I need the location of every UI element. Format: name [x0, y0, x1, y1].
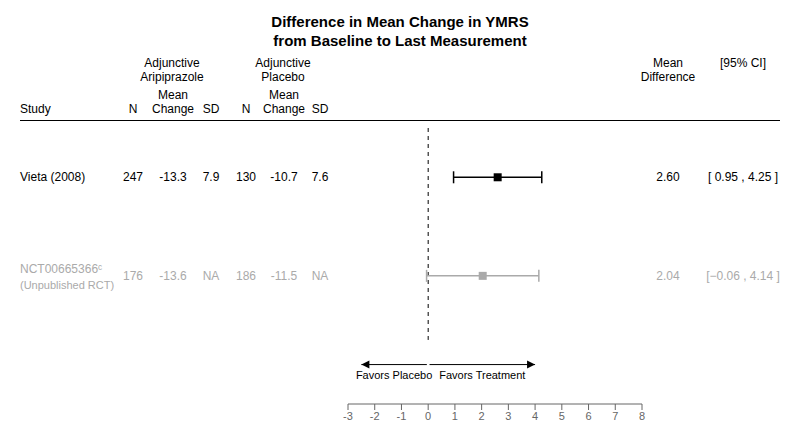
svg-text:6: 6: [585, 410, 591, 422]
svg-text:[−0.06 , 4.14 ]: [−0.06 , 4.14 ]: [706, 269, 780, 283]
svg-text:7.6: 7.6: [312, 170, 329, 184]
svg-text:-1: -1: [397, 410, 407, 422]
html-text:Difference in Mean Change in Y: Difference in Mean Change in YMRS: [271, 13, 529, 30]
svg-text:7: 7: [612, 410, 618, 422]
html-text:[95% CI]: [95% CI]: [720, 56, 766, 70]
html-text:Mean Change: Mean Change: [152, 88, 194, 116]
svg-text:NA: NA: [312, 269, 329, 283]
svg-text:(Unpublished RCT): (Unpublished RCT): [20, 279, 114, 291]
svg-text:Vieta (2008): Vieta (2008): [20, 170, 85, 184]
svg-text:130: 130: [236, 170, 256, 184]
svg-text:186: 186: [236, 269, 256, 283]
svg-text:NCT00665366ᶜ: NCT00665366ᶜ: [20, 262, 102, 276]
html-text:Study: Study: [20, 102, 51, 116]
svg-text:2.04: 2.04: [656, 269, 680, 283]
html-text:SD: SD: [311, 102, 329, 116]
svg-text:2.60: 2.60: [656, 170, 680, 184]
svg-text:4: 4: [532, 410, 538, 422]
html-text:Adjunctive Placebo: Adjunctive Placebo: [255, 56, 311, 84]
html-text:SD: SD: [202, 102, 220, 116]
svg-text:7.9: 7.9: [203, 170, 220, 184]
svg-text:Favors Treatment: Favors Treatment: [439, 369, 525, 381]
svg-text:[ 0.95 , 4.25 ]: [ 0.95 , 4.25 ]: [708, 170, 778, 184]
svg-text:2: 2: [479, 410, 485, 422]
html-text:from Baseline to Last Measurem: from Baseline to Last Measurement: [273, 32, 527, 49]
svg-text:247: 247: [123, 170, 143, 184]
svg-text:176: 176: [123, 269, 143, 283]
html-text:N: N: [128, 102, 138, 116]
html-text:Mean Change: Mean Change: [263, 88, 305, 116]
svg-text:5: 5: [559, 410, 565, 422]
svg-text:1: 1: [452, 410, 458, 422]
svg-text:3: 3: [505, 410, 511, 422]
svg-text:-3: -3: [343, 410, 353, 422]
svg-text:-11.5: -11.5: [271, 269, 298, 283]
svg-text:-13.6: -13.6: [159, 269, 187, 283]
svg-text:8: 8: [639, 410, 645, 422]
svg-text:-13.3: -13.3: [159, 170, 187, 184]
html-text:Adjunctive Aripiprazole: Adjunctive Aripiprazole: [140, 56, 204, 84]
svg-text:0: 0: [425, 410, 431, 422]
svg-text:NA: NA: [203, 269, 220, 283]
svg-text:-10.7: -10.7: [270, 170, 298, 184]
svg-text:Favors Placebo: Favors Placebo: [356, 369, 432, 381]
html-text:Mean Difference: Mean Difference: [640, 56, 696, 84]
svg-text:-2: -2: [370, 410, 380, 422]
html-text:N: N: [241, 102, 251, 116]
